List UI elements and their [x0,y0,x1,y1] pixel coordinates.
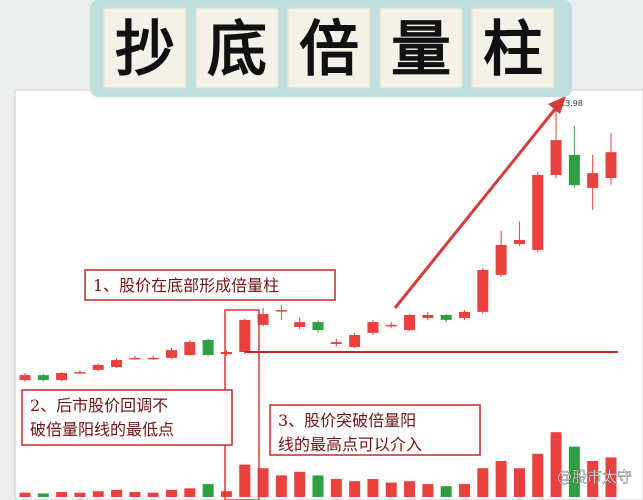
candle-body [184,342,196,356]
trend-arrow [393,102,562,309]
candle-body [459,311,470,319]
volume-bar [385,482,397,497]
high-label: 13.98 [560,99,583,108]
title-char: 量 [391,15,451,85]
annotation-text: 1、股价在底部形成倍量柱 [93,276,279,295]
title-box [471,7,555,89]
candle-body [294,322,306,328]
candle-body [74,372,86,374]
candle-body [257,314,269,325]
candle-body [129,357,141,360]
arrow-head [548,96,566,114]
volume-bar [275,475,287,497]
volume-bar [330,479,342,497]
title-char: 倍 [299,15,359,85]
candle-body [422,314,434,319]
candle-body [239,319,251,352]
volume-bar [312,475,324,497]
candle-body [367,322,379,333]
candle-body [147,357,159,360]
volume-bar [37,493,49,497]
candle-body [349,335,361,348]
candle-body [92,364,104,370]
title-char: 抄 [115,15,175,85]
volume-bar [550,432,562,497]
volume-bar [422,484,434,497]
candle-body [37,375,49,381]
annotation-text: 2、后市股价回调不 [30,396,168,415]
candle-body [330,342,342,344]
volume-bar [19,492,31,497]
candle-body [111,360,123,368]
volume-bar [459,484,470,497]
candle-body [56,372,68,381]
candle-body [220,351,232,355]
candle-body [495,244,507,275]
volume-bar [404,481,416,497]
volume-bar [56,491,68,497]
volume-bar [257,468,269,497]
annotation-text: 破倍量阳线的最低点 [30,420,174,439]
title-box [379,7,463,89]
volume-bar [477,468,489,497]
candle-body [587,173,599,188]
candle-body [166,350,177,358]
volume-bar [166,489,177,497]
volume-bar [111,489,123,497]
candle-body [568,154,580,186]
candle-body [513,240,525,245]
watermark: @股市太守 [557,468,632,486]
candle-body [19,375,31,381]
candle-body [550,140,562,175]
title-box [103,7,187,89]
volume-bar [440,486,452,497]
volume-bar [147,492,159,497]
candle-body [202,339,214,356]
volume-bar [568,446,580,497]
candle-body [605,152,617,179]
volume-bar [220,491,232,497]
volume-bar [513,468,525,497]
volume-bar [367,479,379,497]
volume-bar [349,481,361,497]
volume-bar [92,491,104,497]
volume-bar [605,457,617,497]
annotation-box [269,404,481,456]
annotation-text: 3、股价突破倍量阳 [278,411,416,430]
candle-body [312,322,324,331]
volume-bar [202,484,214,497]
volume-bar [495,461,507,497]
title-box [287,7,371,89]
annotation-text: 线的最高点可以介入 [278,435,422,454]
title-char: 柱 [483,15,543,85]
candle-body [532,174,544,250]
volume-bar [74,492,86,497]
volume-bar [587,461,599,497]
candle-body [440,314,452,320]
annotation-box [21,389,233,446]
volume-bar [294,471,306,497]
candle-body [275,310,287,312]
candle-body [404,314,416,331]
title-box [195,7,279,89]
annotation-box [84,269,336,301]
volume-bar [239,464,251,497]
candle-body [385,324,397,327]
candle-body [477,269,489,312]
title-char: 底 [207,15,267,85]
volume-bar [532,453,544,497]
volume-bar [129,491,141,497]
volume-bar [184,488,196,497]
